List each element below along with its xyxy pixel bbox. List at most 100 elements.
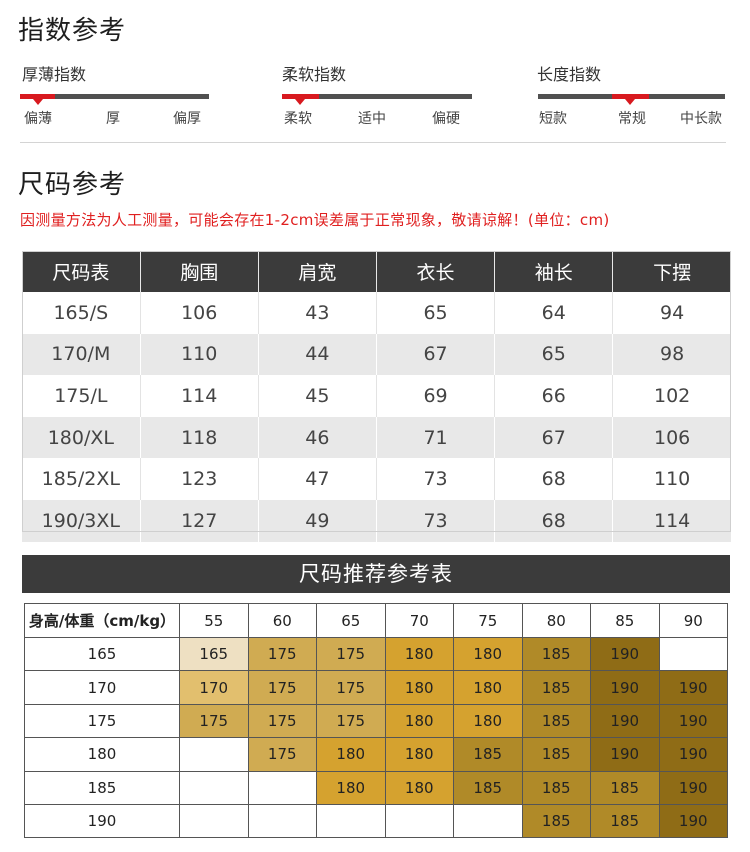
recommend-cell: 190: [658, 670, 728, 705]
height-header: 190: [24, 803, 180, 839]
table-cell: 170/M: [22, 333, 141, 376]
softness-option-medium: 适中: [358, 111, 386, 127]
recommend-corner-label: 身高/体重（cm/kg）: [24, 603, 180, 638]
recommend-cell: 175: [247, 670, 317, 705]
weight-header: 85: [590, 603, 660, 638]
recommend-cell: 175: [247, 737, 317, 772]
thickness-index-marker: [33, 99, 43, 105]
table-cell: 49: [258, 499, 377, 542]
recommend-cell: 180: [316, 737, 386, 772]
section-divider: [20, 142, 726, 143]
table-cell: 114: [612, 499, 731, 542]
recommend-cell: [247, 803, 317, 839]
recommend-cell: [247, 770, 317, 805]
length-option-regular: 常规: [618, 111, 646, 127]
recommend-cell: 190: [658, 803, 728, 839]
recommend-cell: 170: [179, 670, 249, 705]
recommend-cell: 180: [384, 770, 454, 805]
recommend-cell: 180: [316, 770, 386, 805]
recommend-cell: 190: [590, 703, 660, 739]
recommend-cell: [316, 803, 386, 839]
thickness-option-thin: 偏薄: [24, 111, 52, 127]
recommend-cell: 185: [521, 737, 591, 772]
length-index-bar: [538, 94, 725, 105]
recommend-cell: [384, 803, 454, 839]
table-cell: 114: [140, 375, 259, 417]
table-cell: 94: [612, 292, 731, 334]
recommend-cell: 185: [521, 703, 591, 739]
recommend-cell: 190: [658, 737, 728, 772]
recommend-cell: 180: [384, 737, 454, 772]
height-header: 170: [24, 670, 180, 705]
table-cell: 185/2XL: [22, 458, 141, 500]
col-size: 尺码表: [22, 251, 141, 292]
table-row: 190/3XL 127 49 73 68 114: [22, 499, 731, 542]
col-chest: 胸围: [140, 251, 259, 292]
table-cell: 68: [494, 499, 614, 542]
table-cell: 73: [376, 458, 496, 500]
recommend-row: 185 180 180 185 185 185 190: [24, 770, 728, 805]
recommend-row: 170 170 175 175 180 180 185 190 190: [24, 670, 728, 705]
table-cell: 45: [258, 375, 377, 417]
thickness-index-fill: [20, 94, 55, 99]
softness-index-fill: [282, 94, 319, 99]
weight-header: 80: [521, 603, 591, 638]
table-cell: 46: [258, 416, 377, 459]
softness-index-bar: [282, 94, 472, 105]
col-length: 衣长: [376, 251, 496, 292]
table-cell: 118: [140, 416, 259, 459]
weight-header: 55: [179, 603, 249, 638]
measurement-note: 因测量方法为人工测量，可能会存在1-2cm误差属于正常现象，敬请谅解！(单位：c…: [20, 211, 610, 229]
recommend-cell: 190: [590, 737, 660, 772]
height-header: 180: [24, 737, 180, 772]
recommend-cell: [179, 737, 249, 772]
length-index-marker: [625, 99, 635, 105]
recommend-cell: 175: [316, 703, 386, 739]
table-cell: 68: [494, 458, 614, 500]
recommend-cell: 185: [453, 770, 523, 805]
table-row: 185/2XL 123 47 73 68 110: [22, 458, 731, 500]
table-cell: 65: [494, 333, 614, 376]
col-shoulder: 肩宽: [258, 251, 377, 292]
table-cell: 123: [140, 458, 259, 500]
height-header: 165: [24, 636, 180, 672]
table-cell: 69: [376, 375, 496, 417]
height-header: 185: [24, 770, 180, 805]
softness-option-hard: 偏硬: [432, 111, 460, 127]
recommend-cell: 180: [384, 670, 454, 705]
recommend-row: 180 175 180 180 185 185 190 190: [24, 737, 728, 772]
table-cell: 106: [612, 416, 731, 459]
recommend-cell: 180: [384, 636, 454, 672]
weight-header: 90: [658, 603, 728, 638]
recommend-cell: 175: [247, 636, 317, 672]
table-cell: 47: [258, 458, 377, 500]
length-option-long: 中长款: [680, 111, 722, 127]
weight-header: 75: [453, 603, 523, 638]
recommend-cell: 180: [384, 703, 454, 739]
recommend-cell: 180: [453, 703, 523, 739]
recommend-cell: [453, 803, 523, 839]
table-cell: 98: [612, 333, 731, 376]
softness-index-label: 柔软指数: [282, 65, 347, 84]
length-option-short: 短款: [539, 111, 567, 127]
table-cell: 67: [494, 416, 614, 459]
softness-option-soft: 柔软: [284, 111, 312, 127]
index-title: 指数参考: [18, 16, 127, 46]
recommend-row: 175 175 175 175 180 180 185 190 190: [24, 703, 728, 739]
recommend-cell: 175: [179, 703, 249, 739]
softness-index-marker: [295, 99, 305, 105]
recommend-cell: [179, 803, 249, 839]
col-sleeve: 袖长: [494, 251, 614, 292]
recommend-cell: 190: [658, 770, 728, 805]
table-cell: 64: [494, 292, 614, 334]
recommend-cell: 190: [590, 636, 660, 672]
recommend-row: 190 185 185 190: [24, 803, 728, 839]
table-row: 170/M 110 44 67 65 98: [22, 333, 731, 376]
thickness-option-thicker: 偏厚: [173, 111, 201, 127]
recommend-cell: 185: [590, 803, 660, 839]
recommend-cell: 190: [658, 703, 728, 739]
height-header: 175: [24, 703, 180, 739]
recommend-cell: 175: [316, 670, 386, 705]
recommend-cell: 190: [590, 670, 660, 705]
recommend-cell: 185: [453, 737, 523, 772]
